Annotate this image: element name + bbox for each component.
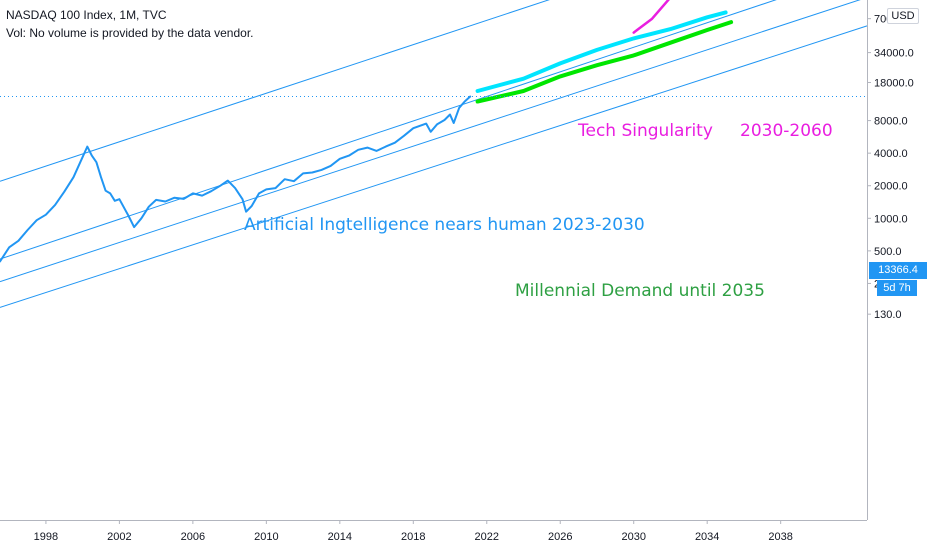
x-tick-label: 2014	[328, 531, 352, 543]
x-axis: 1998 2002 2006 2010 2014 2018 2022 2026 2030 2034…	[0, 520, 867, 543]
x-tick-label: 2034	[695, 531, 719, 543]
x-tick-label: 2030	[621, 531, 645, 543]
chart-title: NASDAQ 100 Index, 1M, TVC	[6, 8, 167, 22]
channel-line	[0, 0, 861, 283]
x-tick-label: 1998	[34, 531, 58, 543]
x-tick-label: 2002	[107, 531, 131, 543]
y-tick-label: 18000.0	[874, 77, 914, 89]
y-tick-label: 1000.0	[874, 213, 908, 225]
series-singularity-projection	[632, 0, 670, 34]
x-tick-label: 2038	[768, 531, 792, 543]
annotation-millennial: Millennial Demand until 2035	[515, 281, 765, 301]
y-axis: 3750000.02000000.01000000.0500000.026000…	[867, 0, 914, 520]
x-tick-label: 2022	[475, 531, 499, 543]
channel-lines	[0, 0, 868, 308]
annotation-singularity-years: 2030-2060	[740, 121, 833, 141]
y-tick-label: 4000.0	[874, 148, 908, 160]
y-tick-label: 130.0	[874, 309, 902, 321]
series-nasdaq-100	[0, 95, 472, 263]
channel-line	[0, 0, 550, 182]
series-millennial-projection	[475, 20, 734, 104]
x-tick-label: 2006	[181, 531, 205, 543]
channel-line	[0, 0, 777, 260]
currency-button[interactable]: USD	[887, 8, 919, 24]
annotation-ai: Artificial Ingtelligence nears human 202…	[244, 215, 645, 235]
series-group	[0, 0, 867, 263]
series-ai-projection	[475, 10, 728, 93]
channel-line	[0, 25, 868, 308]
annotation-singularity: Tech Singularity	[577, 121, 713, 141]
volume-note: Vol: No volume is provided by the data v…	[6, 26, 254, 40]
countdown-tag: 5d 7h	[877, 280, 917, 296]
x-tick-label: 2018	[401, 531, 425, 543]
y-tick-label: 8000.0	[874, 116, 908, 128]
y-tick-label: 34000.0	[874, 48, 914, 60]
x-tick-label: 2026	[548, 531, 572, 543]
y-tick-label: 500.0	[874, 246, 902, 258]
y-tick-label: 2000.0	[874, 181, 908, 193]
x-tick-label: 2010	[254, 531, 278, 543]
last-price-tag: 13366.4	[869, 262, 927, 279]
